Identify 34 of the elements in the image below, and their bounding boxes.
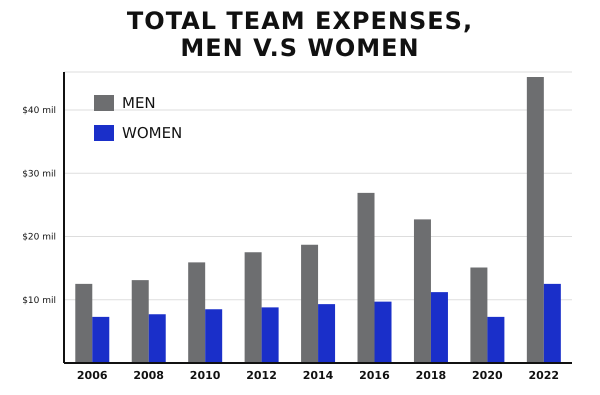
- x-tick-label: 2010: [190, 368, 221, 382]
- y-tick-label: $10 mil: [22, 296, 56, 306]
- bar: [526, 77, 544, 363]
- x-tick-label: 2014: [302, 368, 334, 382]
- bar: [244, 252, 262, 363]
- y-tick-label: $20 mil: [22, 232, 56, 243]
- bar: [205, 309, 222, 363]
- bar: [487, 316, 504, 363]
- bar: [188, 262, 206, 363]
- bar: [374, 302, 392, 363]
- bar: [414, 219, 431, 363]
- x-tick-label: 2012: [246, 368, 277, 382]
- bar: [75, 284, 92, 363]
- bar: [318, 304, 336, 363]
- bar: [262, 307, 279, 363]
- chart-title: TOTAL TEAM EXPENSES, MEN V.S WOMEN: [126, 7, 474, 62]
- bar: [132, 280, 149, 363]
- x-tick-label: 2018: [416, 368, 446, 382]
- legend-label: WOMEN: [122, 124, 182, 142]
- legend-label: MEN: [122, 94, 156, 112]
- x-tick-label: 2016: [359, 368, 390, 382]
- bar: [544, 284, 561, 363]
- y-tick-label: $40 mil: [22, 106, 56, 116]
- x-tick-label: 2008: [133, 368, 164, 382]
- bar: [470, 267, 488, 363]
- bar: [148, 314, 166, 363]
- x-tick-label: 2022: [528, 368, 560, 382]
- y-tick-label: $30 mil: [22, 169, 56, 180]
- bar: [301, 244, 318, 363]
- bar: [92, 316, 110, 363]
- x-tick-label: 2006: [76, 368, 108, 382]
- bar: [430, 292, 448, 363]
- x-tick-label: 2020: [472, 368, 503, 382]
- bar: [358, 192, 375, 363]
